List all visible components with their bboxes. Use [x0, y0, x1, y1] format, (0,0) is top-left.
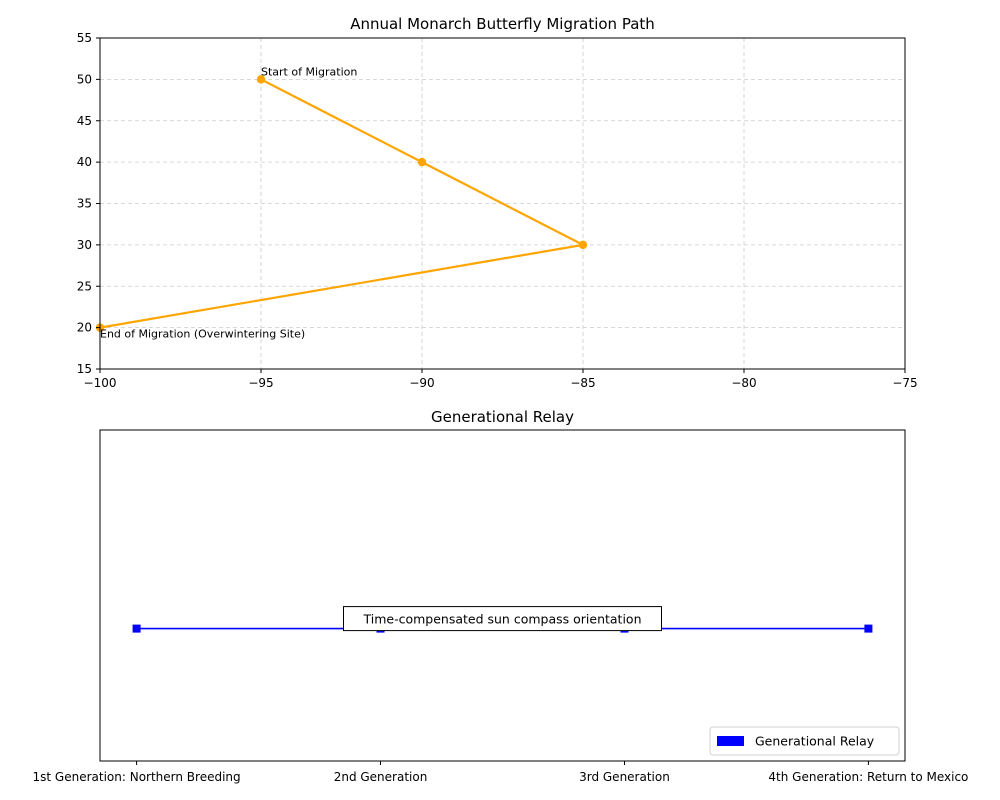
y-tick-label: 40	[77, 155, 92, 169]
generational-relay-chart: Generational Relay Time-compensated sun …	[33, 408, 969, 784]
migration-x-ticks: −100 −95 −90 −85 −80 −75	[84, 369, 918, 390]
legend-label: Generational Relay	[755, 734, 875, 749]
x-tick-label: −100	[84, 376, 117, 390]
relay-plot-frame	[99, 429, 906, 762]
x-tick-label: −85	[570, 376, 595, 390]
relay-annotations: Time-compensated sun compass orientation	[343, 606, 662, 632]
relay-x-tick-label: 2nd Generation	[334, 770, 428, 784]
migration-annotation: Start of Migration	[261, 65, 357, 78]
legend-frame	[709, 726, 900, 756]
relay-x-ticks: 1st Generation: Northern Breeding 2nd Gen…	[33, 761, 968, 784]
relay-legend: Generational Relay	[709, 726, 900, 756]
migration-annotation: End of Migration (Overwintering Site)	[100, 328, 305, 341]
annotation-box	[343, 606, 662, 632]
y-tick-label: 25	[77, 279, 92, 293]
relay-x-tick-label: 3rd Generation	[579, 770, 670, 784]
relay-marker	[132, 624, 141, 633]
relay-x-tick-label: 1st Generation: Northern Breeding	[33, 770, 241, 784]
x-tick-label: −95	[248, 376, 273, 390]
y-tick-label: 35	[77, 197, 92, 211]
y-tick-label: 50	[77, 72, 92, 86]
y-tick-label: 45	[77, 114, 92, 128]
migration-series	[95, 75, 588, 332]
legend-swatch	[717, 736, 744, 746]
relay-chart-title: Generational Relay	[431, 408, 574, 426]
x-tick-label: −90	[409, 376, 434, 390]
migration-point	[256, 75, 266, 84]
x-tick-label: −75	[892, 376, 917, 390]
migration-annotations: Start of Migration End of Migration (Over…	[100, 65, 357, 340]
migration-point	[578, 240, 588, 250]
y-tick-label: 15	[77, 362, 92, 376]
relay-x-tick-label: 4th Generation: Return to Mexico	[768, 770, 968, 784]
migration-point	[417, 157, 427, 167]
y-tick-label: 55	[77, 31, 92, 45]
migration-path-line	[99, 78, 585, 329]
migration-chart-title: Annual Monarch Butterfly Migration Path	[350, 15, 655, 33]
relay-annotation: Time-compensated sun compass orientation	[362, 612, 641, 627]
relay-marker	[864, 624, 873, 633]
y-tick-label: 30	[77, 238, 92, 252]
migration-y-ticks: 15 20 25 30 35 40 45 50 55	[77, 31, 100, 376]
migration-path-chart: Annual Monarch Butterfly Migration Path …	[77, 15, 918, 390]
y-tick-label: 20	[77, 321, 92, 335]
x-tick-label: −80	[731, 376, 756, 390]
